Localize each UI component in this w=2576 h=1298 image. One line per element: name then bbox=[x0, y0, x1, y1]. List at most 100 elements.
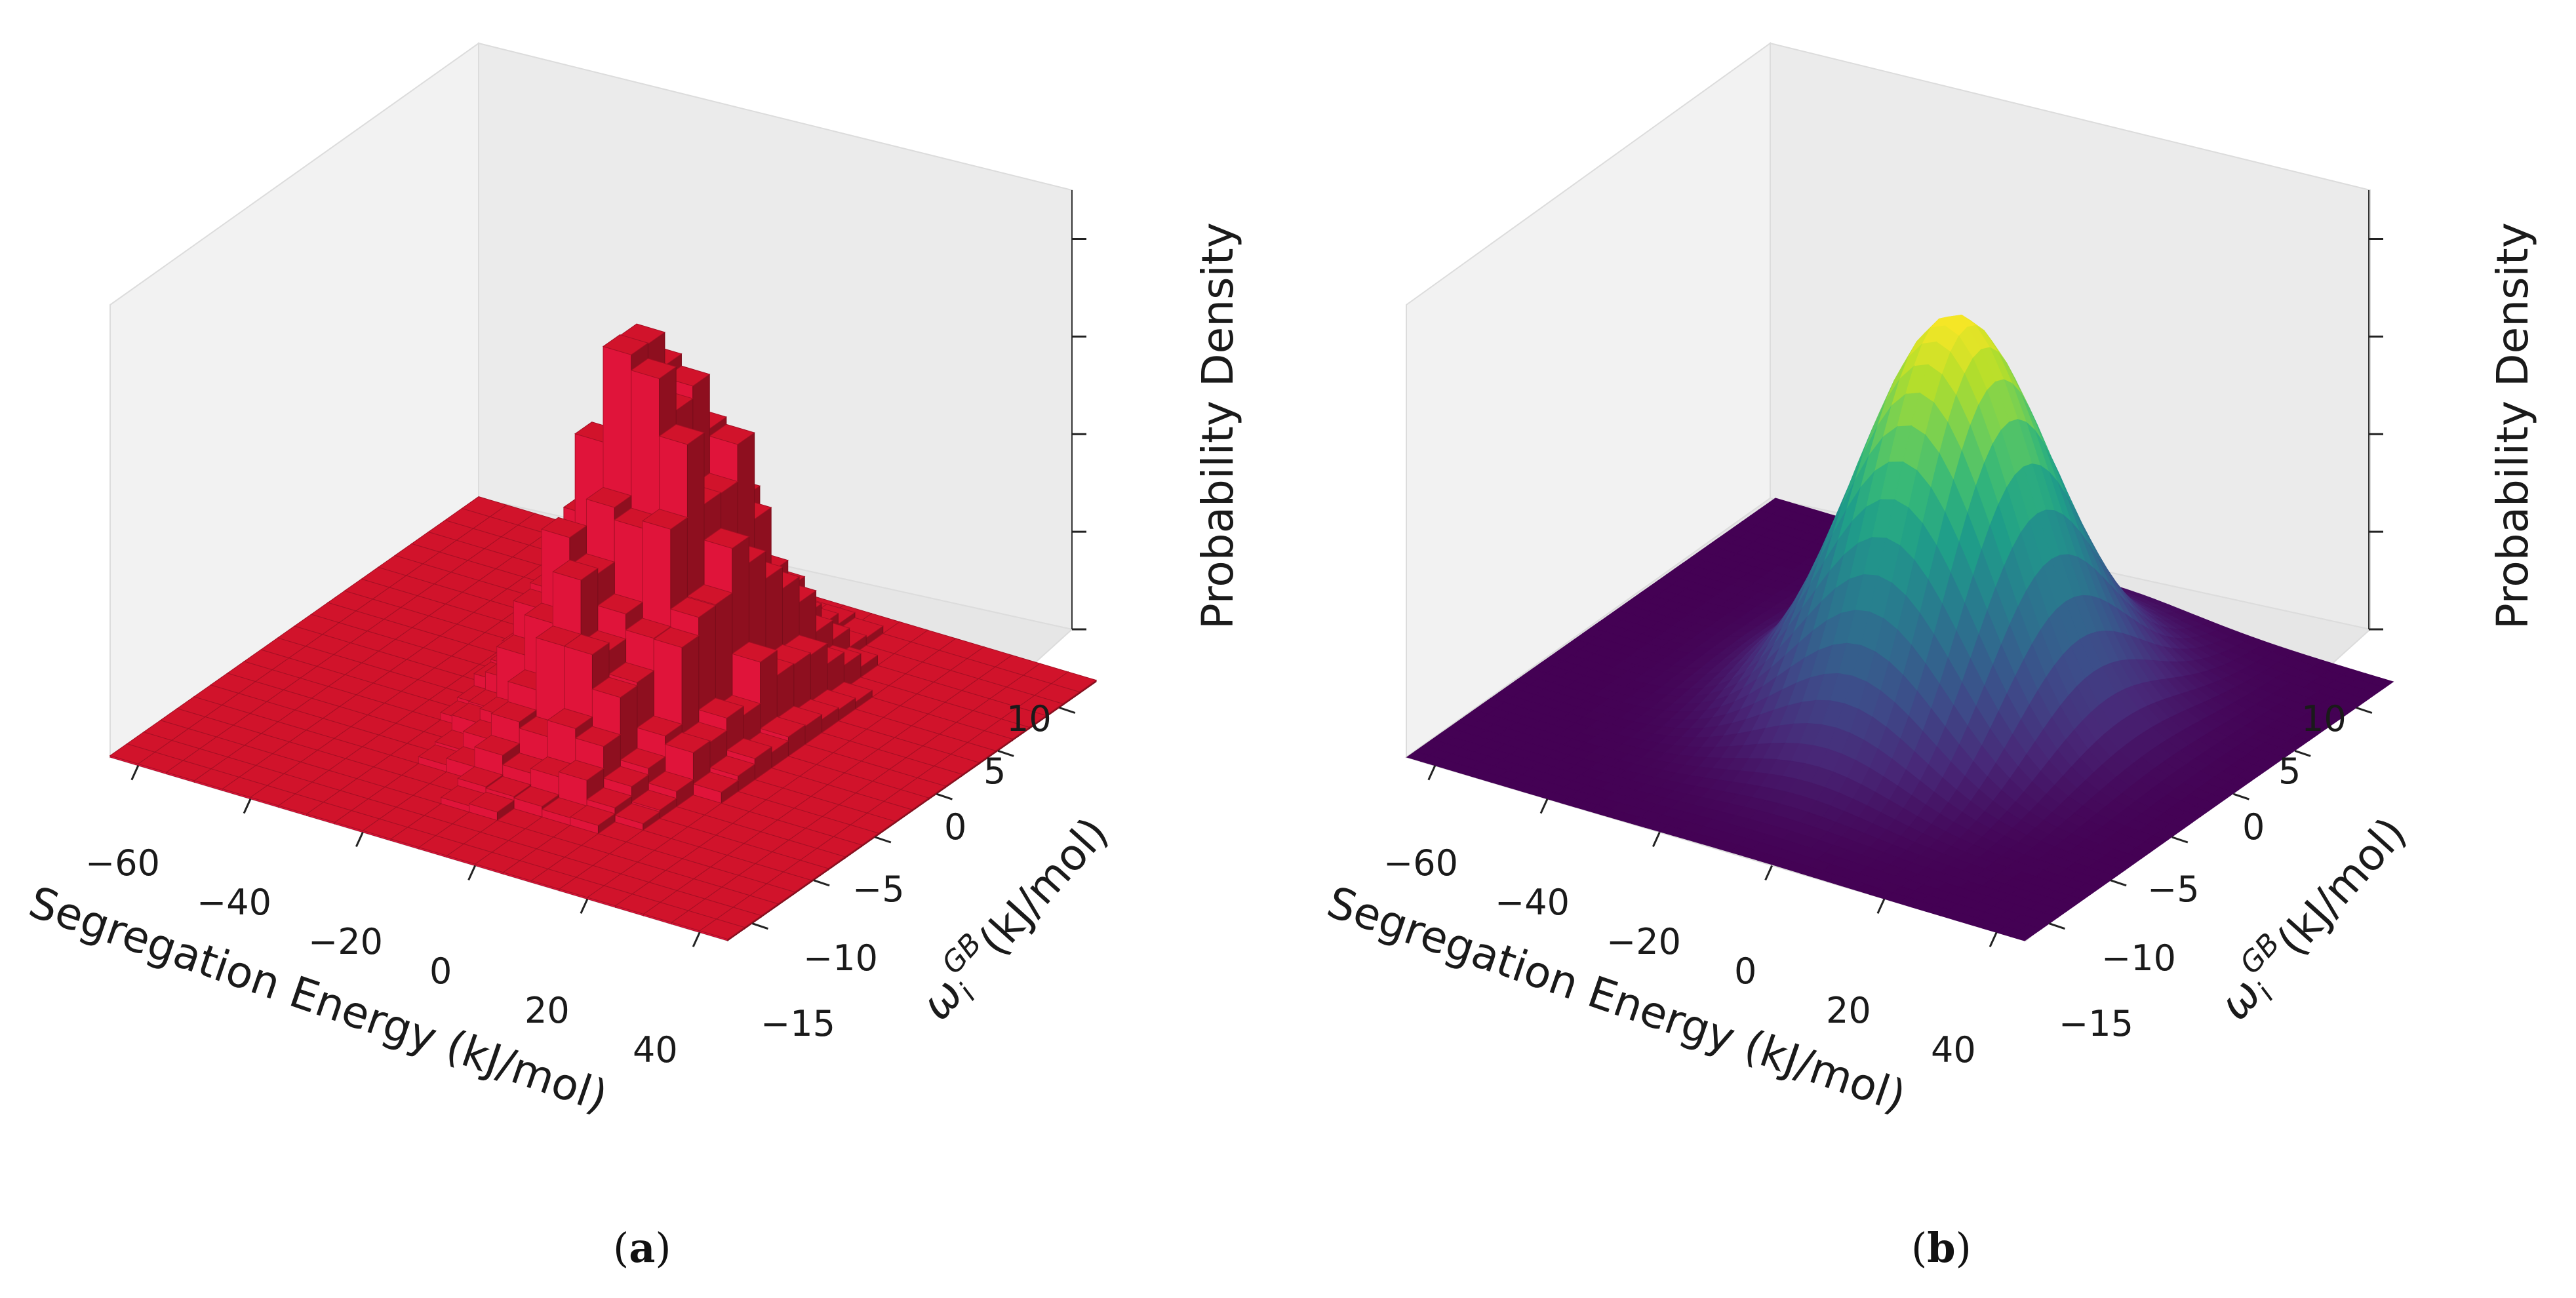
bar-top-face bbox=[473, 734, 521, 756]
panel-a-x-tickmark-3 bbox=[467, 865, 477, 881]
panel-a-z-label: Probability Density bbox=[1193, 222, 1243, 629]
panel-b-x-tick-1: −40 bbox=[1495, 882, 1570, 923]
panel-b-x-tickmark-0 bbox=[1427, 765, 1437, 781]
panel-a-y-tickmark-2 bbox=[875, 836, 892, 844]
bar-top-face bbox=[636, 715, 683, 737]
panel-b-z-label: Probability Density bbox=[2487, 222, 2538, 629]
panel-a-y-tick-3: 0 bbox=[944, 806, 966, 848]
panel-b-x-tick-4: 20 bbox=[1826, 990, 1871, 1031]
panel-b-y-tick-1: −10 bbox=[2101, 937, 2176, 979]
bar-top-face bbox=[658, 423, 705, 445]
panel-b-y-label-omega: ω bbox=[2209, 969, 2271, 1030]
panel-a-x-tick-0: −60 bbox=[85, 842, 160, 884]
panel-b-y-tick-4: 5 bbox=[2278, 751, 2301, 792]
panel-a-x-tickmark-1 bbox=[243, 798, 252, 814]
bar-top-face bbox=[558, 760, 604, 781]
panel-a-x-tickmark-2 bbox=[355, 831, 364, 848]
panel-a-y-tick-0: −15 bbox=[761, 1003, 835, 1044]
panel-a-y-label: ωiGB(kJ/mol) bbox=[905, 803, 1122, 1034]
panel-b-y-label-unit: (kJ/mol) bbox=[2267, 808, 2416, 966]
panel-a-x-tickmark-0 bbox=[130, 765, 140, 781]
bar-top-face bbox=[585, 486, 632, 508]
panel-b-y-tickmark-5 bbox=[2356, 707, 2373, 714]
panel-a-y-label-omega: ω bbox=[911, 969, 973, 1030]
panel-a-y-tickmark-5 bbox=[1059, 707, 1076, 714]
panel-a-x-tick-5: 40 bbox=[633, 1029, 678, 1071]
bar-top-face bbox=[574, 726, 622, 747]
panel-a-bars bbox=[109, 323, 1098, 941]
panel-a-x-tickmark-5 bbox=[692, 932, 701, 947]
panel-a-x-tick-3: 0 bbox=[429, 951, 452, 992]
panel-a-y-tick-2: −5 bbox=[852, 869, 905, 910]
panel-b-y-tickmark-3 bbox=[2232, 793, 2249, 800]
bar-top-face bbox=[669, 597, 717, 618]
bar-top-face bbox=[563, 634, 610, 656]
panel-b-x-tick-3: 0 bbox=[1734, 951, 1756, 992]
bar-top-face bbox=[490, 701, 537, 722]
panel-b-y-tickmark-2 bbox=[2171, 836, 2189, 844]
panel-b-caption: (b) bbox=[1911, 1224, 1972, 1272]
panel-b-y-tick-3: 0 bbox=[2242, 806, 2265, 848]
bar-top-face bbox=[759, 716, 806, 738]
panel-a-y-tick-4: 5 bbox=[983, 751, 1006, 792]
bar-top-face bbox=[631, 789, 678, 811]
panel-a: −60 −40 −20 0 20 40 −15 −10 −5 0 5 10 Se… bbox=[23, 42, 1243, 1272]
bar-top-face bbox=[552, 559, 599, 581]
bar-top-face bbox=[569, 804, 616, 826]
panel-b-y-tick-2: −5 bbox=[2147, 869, 2200, 910]
panel-a-caption: (a) bbox=[613, 1224, 671, 1272]
bar-top-face bbox=[546, 708, 593, 729]
bar-top-face bbox=[614, 803, 661, 824]
bar-top-face bbox=[591, 677, 638, 698]
panel-a-x-tick-4: 20 bbox=[525, 990, 570, 1031]
panel-a-y-tick-1: −10 bbox=[803, 937, 878, 979]
bar-11-3 bbox=[468, 791, 515, 823]
bar-top-face bbox=[686, 584, 733, 605]
panel-a-y-tickmark-3 bbox=[936, 793, 953, 800]
bar-top-face bbox=[641, 509, 688, 530]
bar-top-face bbox=[620, 747, 666, 769]
panel-b-y-label: ωiGB(kJ/mol) bbox=[2204, 803, 2421, 1034]
bar-top-face bbox=[709, 755, 756, 777]
bar-top-face bbox=[586, 787, 633, 808]
bar-top-face bbox=[602, 334, 649, 355]
panel-a-x-tickmark-4 bbox=[580, 898, 589, 914]
panel-a-x-tick-1: −40 bbox=[197, 882, 271, 923]
panel-b-x-tick-2: −20 bbox=[1606, 921, 1681, 962]
panel-b-y-tickmark-1 bbox=[2110, 879, 2127, 887]
bar-top-face bbox=[608, 661, 655, 683]
panel-b-x-tickmark-4 bbox=[1876, 898, 1886, 914]
bar-top-face bbox=[603, 766, 650, 787]
panel-a-x-tick-2: −20 bbox=[308, 921, 383, 962]
bar-top-face bbox=[709, 423, 755, 445]
bar-top-face bbox=[647, 771, 694, 792]
panel-b-y-tickmark-0 bbox=[2048, 922, 2065, 930]
bar-top-face bbox=[692, 772, 739, 793]
bar-top-face bbox=[485, 776, 532, 797]
panel-b-x-tickmark-1 bbox=[1539, 798, 1549, 814]
panel-b-y-tick-5: 10 bbox=[2301, 698, 2347, 739]
panel-b-y-tick-0: −15 bbox=[2059, 1003, 2133, 1044]
panel-b-x-label: Segregation Energy (kJ/mol) bbox=[1321, 876, 1912, 1122]
bar-top-face bbox=[468, 791, 515, 813]
bar-top-face bbox=[597, 593, 644, 615]
panel-a-y-tick-5: 10 bbox=[1006, 698, 1052, 739]
panel-a-y-tickmark-1 bbox=[813, 879, 830, 887]
bar-top-face bbox=[540, 517, 587, 538]
panel-b-x-tickmark-2 bbox=[1652, 831, 1661, 848]
bar-top-face bbox=[698, 698, 745, 718]
panel-b-x-tickmark-5 bbox=[1989, 932, 1998, 947]
bar-15-5 bbox=[614, 803, 661, 833]
bar-top-face bbox=[513, 785, 560, 807]
bar-top-face bbox=[664, 732, 711, 753]
bar-top-face bbox=[625, 618, 672, 639]
panel-b: −60 −40 −20 0 20 40 −15 −10 −5 0 5 10 Se… bbox=[1321, 42, 2538, 1272]
panel-a-y-label-unit: (kJ/mol) bbox=[969, 808, 1118, 966]
panel-b-x-tick-5: 40 bbox=[1931, 1029, 1976, 1071]
bar-top-face bbox=[630, 358, 677, 380]
panel-a-y-tickmark-0 bbox=[751, 922, 768, 930]
bar-16-8 bbox=[692, 772, 739, 806]
panel-b-x-tickmark-3 bbox=[1764, 865, 1773, 881]
panel-b-x-tick-0: −60 bbox=[1383, 842, 1458, 884]
